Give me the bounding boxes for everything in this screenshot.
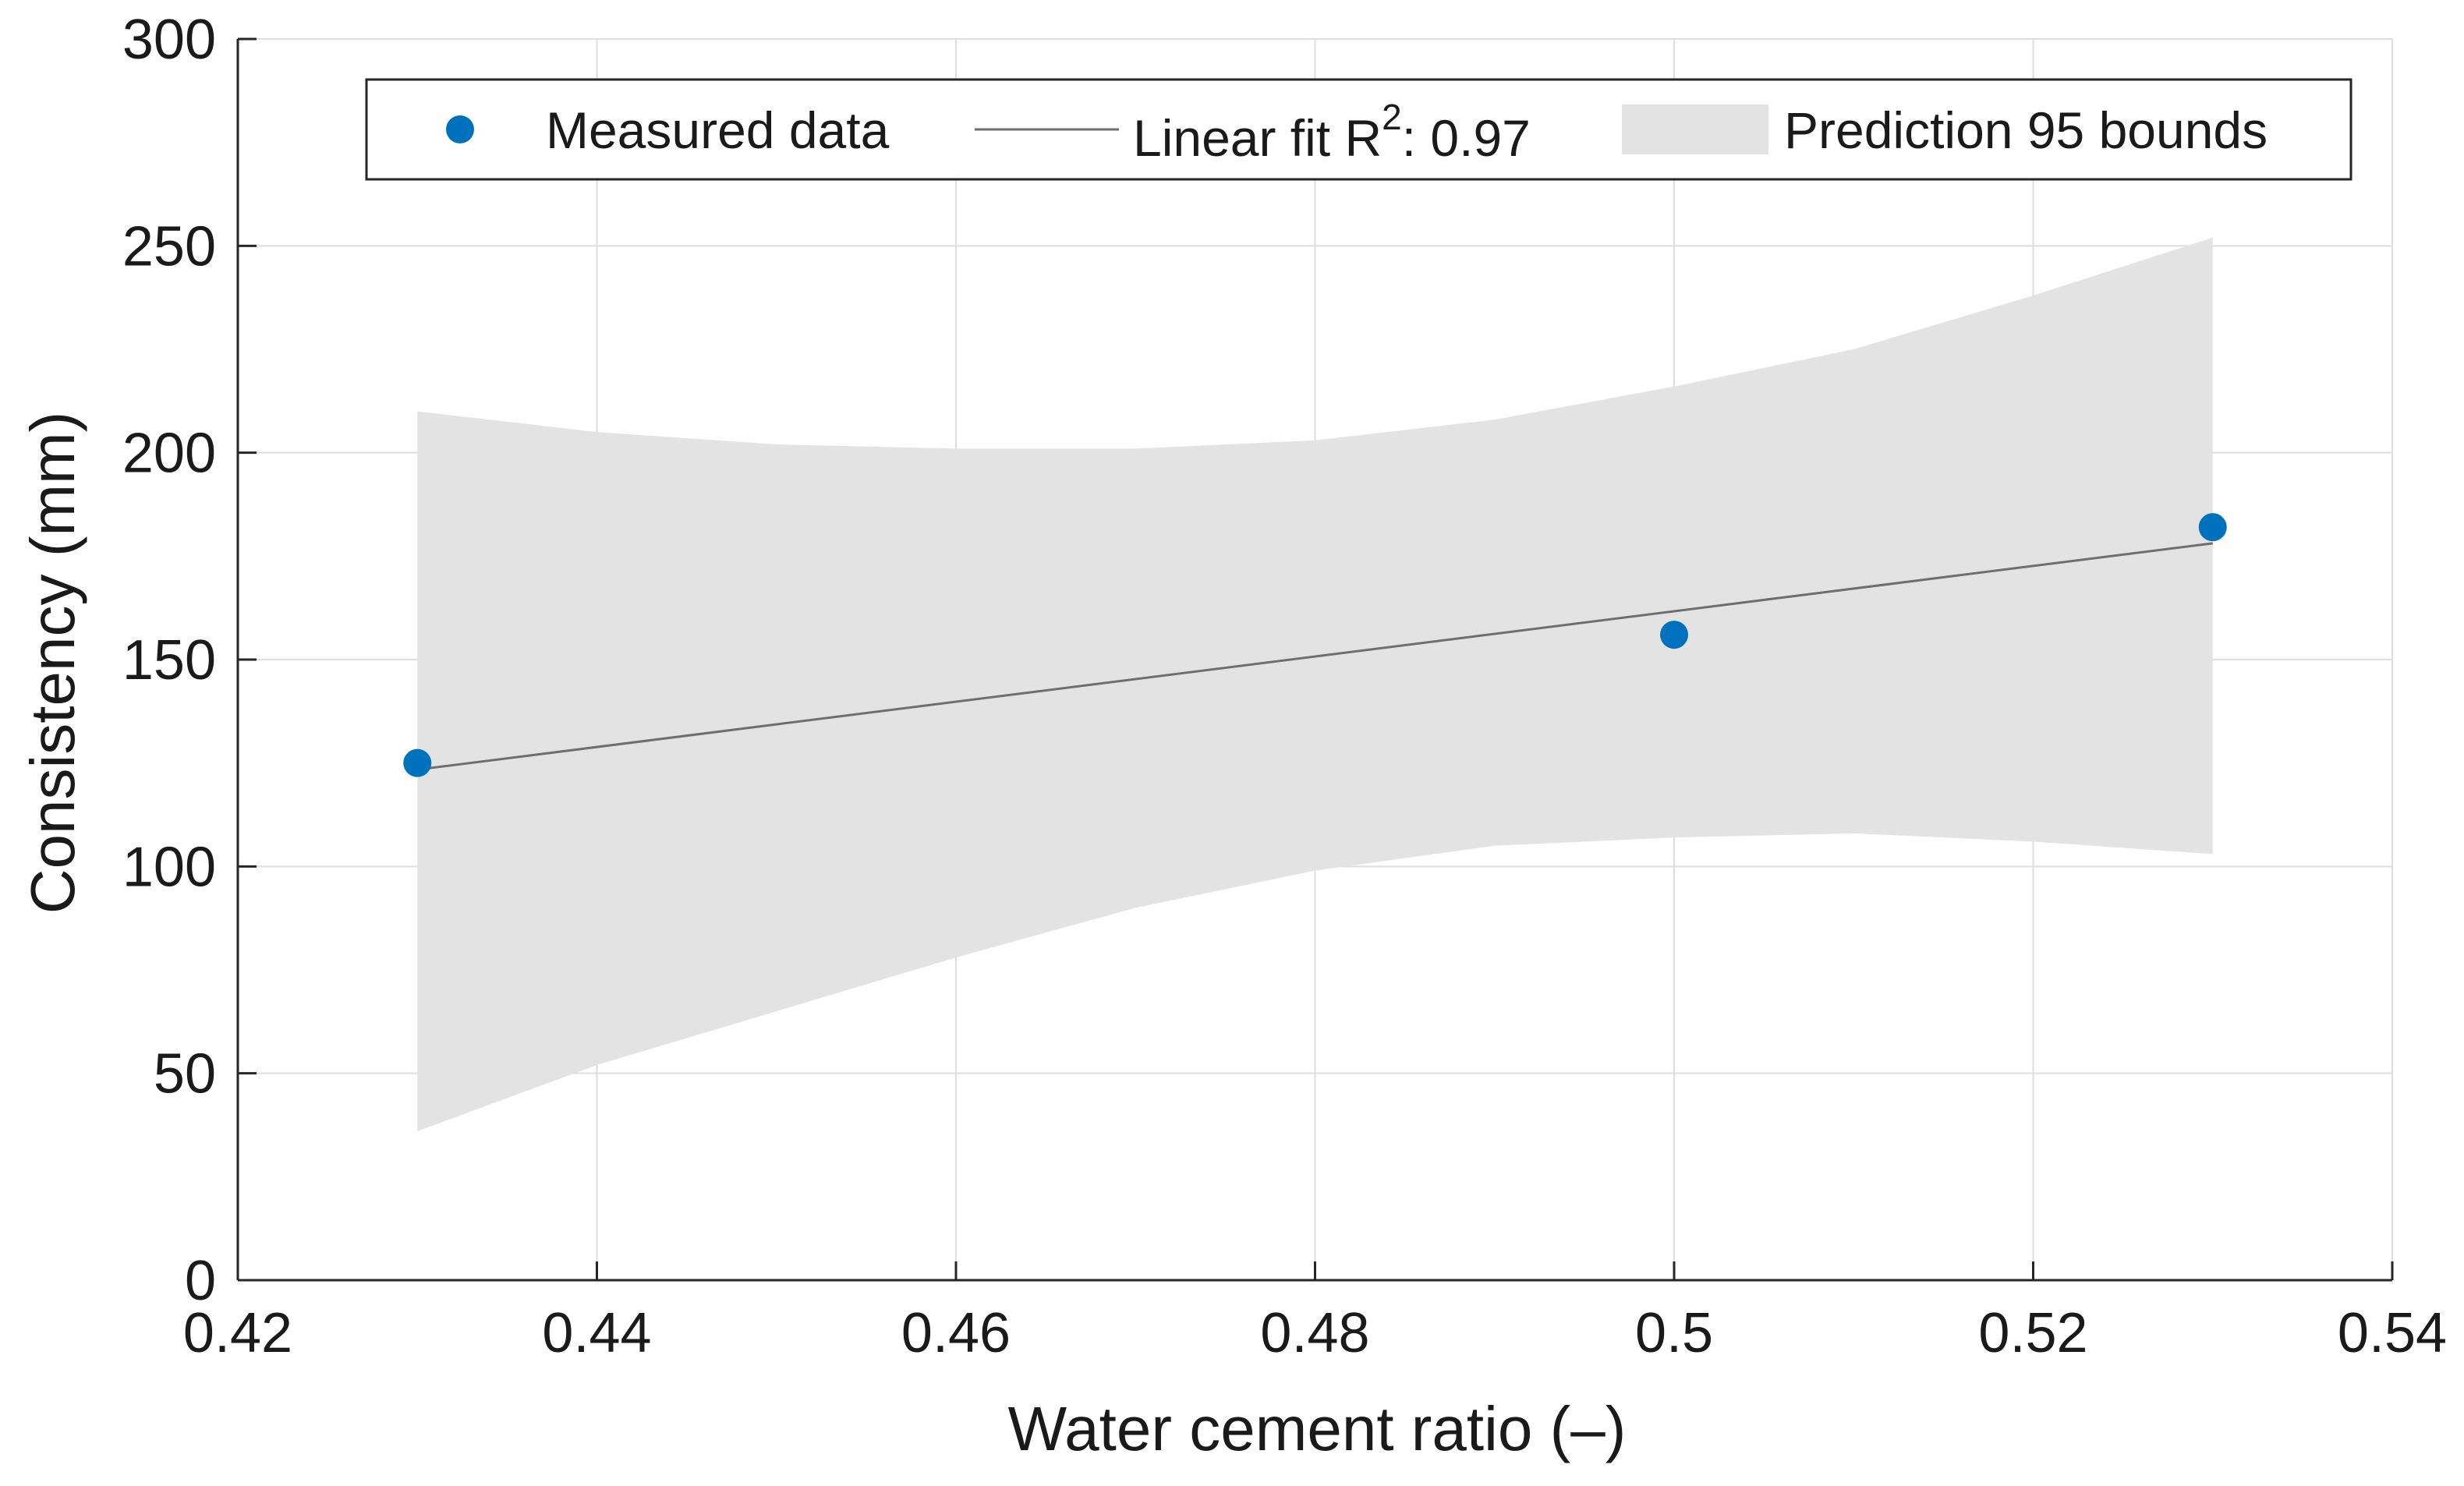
y-tick-label-4: 200: [122, 423, 216, 485]
legend: Measured data Linear fit R2: 0.97 Predic…: [365, 78, 2352, 181]
y-tick-label-1: 50: [154, 1043, 216, 1106]
y-tick-label-5: 250: [122, 215, 216, 278]
legend-fit-prefix: Linear fit R: [1133, 109, 1382, 167]
x-axis-label: Water cement ratio (–): [1008, 1394, 1627, 1463]
x-tick-label-2: 0.46: [901, 1302, 1011, 1364]
data-points-layer: [403, 513, 2227, 777]
legend-box: [365, 78, 2352, 181]
x-tick-label-5: 0.52: [1978, 1302, 2087, 1364]
legend-bounds-swatch: [1622, 104, 1768, 154]
y-tick-label-6: 300: [122, 9, 216, 71]
legend-fit-label: Linear fit R2: 0.97: [1133, 97, 1531, 167]
legend-measured-label: Measured data: [546, 101, 890, 159]
prediction-band-layer: [417, 237, 2213, 1131]
x-tick-label-1: 0.44: [542, 1302, 651, 1364]
prediction-band: [417, 237, 2213, 1131]
legend-bounds-label: Prediction 95 bounds: [1784, 101, 2268, 159]
legend-fit-superscript: 2: [1382, 97, 1402, 137]
data-point-1: [1660, 621, 1688, 649]
y-axis-ticks: 0 50 100 150 200 250 300: [122, 9, 257, 1312]
x-tick-label-6: 0.54: [2338, 1302, 2447, 1364]
linear-fit-line: [417, 542, 2213, 771]
data-point-0: [403, 748, 432, 777]
y-tick-label-3: 150: [122, 629, 216, 692]
legend-measured-marker: [446, 115, 474, 143]
y-tick-label-2: 100: [122, 836, 216, 898]
x-tick-label-0: 0.42: [183, 1302, 292, 1364]
x-axis-ticks: 0.42 0.44 0.46 0.48 0.5 0.52 0.54: [183, 1261, 2447, 1364]
y-axis-label: Consistency (mm): [18, 412, 87, 915]
x-tick-label-3: 0.48: [1260, 1302, 1369, 1364]
x-tick-label-4: 0.5: [1635, 1302, 1713, 1364]
legend-fit-suffix: : 0.97: [1402, 109, 1531, 167]
fit-line-layer: [417, 542, 2213, 771]
y-tick-label-0: 0: [185, 1250, 216, 1312]
data-point-2: [2198, 513, 2227, 542]
